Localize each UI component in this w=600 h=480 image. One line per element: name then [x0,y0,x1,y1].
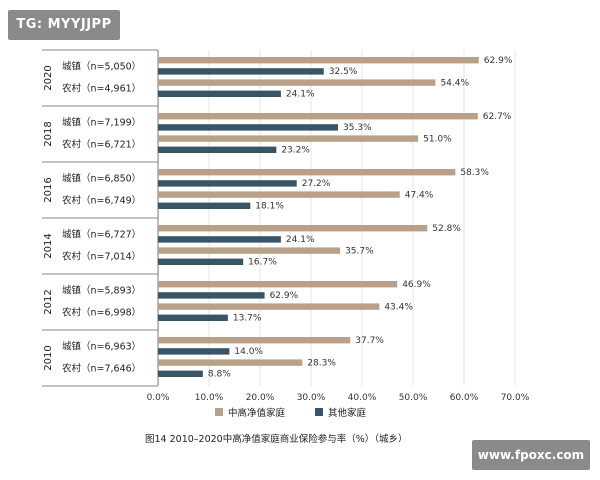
x-tick-label: 40.0% [348,393,377,403]
bar-value-label: 24.1% [286,90,315,100]
bar-other-families [158,124,339,131]
group-year-label: 2010 [43,345,54,370]
bar-value-label: 47.4% [405,190,434,200]
group-year-label: 2018 [43,121,54,146]
bar-value-label: 54.4% [440,78,469,88]
bar-other-families [158,370,203,377]
bar-other-families [158,146,277,153]
bar-value-label: 24.1% [286,235,315,245]
bar-value-label: 27.2% [302,179,331,189]
bar-high-net-worth [158,79,436,86]
row-label: 农村（n=7,014） [62,251,141,263]
bar-other-families [158,292,265,299]
bar-value-label: 62.9% [270,291,299,301]
bar-value-label: 13.7% [233,314,262,324]
row-label: 城镇（n=5,050） [62,60,141,72]
row-label: 城镇（n=6,850） [62,172,141,184]
bar-high-net-worth [158,303,380,310]
bar-value-label: 58.3% [460,168,489,178]
bar-value-label: 51.0% [423,134,452,144]
legend-label: 中高净值家庭 [228,407,286,419]
x-tick-label: 60.0% [450,393,479,403]
group-year-label: 2016 [43,177,54,202]
group-year-label: 2014 [43,233,54,258]
bar-high-net-worth [158,337,351,344]
bar-high-net-worth [158,135,419,142]
bar-other-families [158,90,281,97]
legend-swatch [315,408,323,416]
bar-value-label: 35.7% [345,246,374,256]
bar-high-net-worth [158,247,341,254]
bar-value-label: 52.8% [432,224,461,234]
row-label: 农村（n=6,721） [62,139,141,151]
watermark-top-left: TG: MYYJJPP [8,10,120,40]
bar-value-label: 8.8% [208,370,231,380]
legend-label: 其他家庭 [328,407,367,419]
bar-value-label: 14.0% [234,347,263,357]
bar-value-label: 23.2% [281,146,310,156]
bar-value-label: 18.1% [255,202,284,212]
bar-other-families [158,68,324,75]
bar-value-label: 35.3% [343,123,372,133]
row-label: 城镇（n=6,963） [62,340,141,352]
watermark-bottom-right: www.fpoxc.com [472,440,590,470]
bar-other-families [158,236,281,243]
bar-high-net-worth [158,169,456,176]
row-label: 城镇（n=5,893） [62,284,141,296]
legend-swatch [215,408,223,416]
chart-caption: 图14 2010–2020中高净值家庭商业保险参与率（%）（城乡） [145,433,408,445]
bar-other-families [158,314,228,321]
bar-value-label: 37.7% [355,336,384,346]
row-label: 农村（n=7,646） [62,363,141,375]
bar-other-families [158,348,230,355]
x-tick-label: 0.0% [147,393,170,403]
row-label: 农村（n=6,998） [62,307,141,319]
bar-high-net-worth [158,225,428,232]
group-year-label: 2020 [43,65,54,90]
bar-high-net-worth [158,359,303,366]
bar-value-label: 46.9% [402,280,431,290]
bar-other-families [158,180,297,187]
row-label: 农村（n=6,749） [62,195,141,207]
bar-high-net-worth [158,57,479,64]
bar-value-label: 62.7% [483,112,512,122]
row-label: 城镇（n=6,727） [62,228,141,240]
bar-value-label: 32.5% [329,67,358,77]
x-tick-label: 30.0% [297,393,326,403]
x-tick-label: 20.0% [246,393,275,403]
bar-value-label: 16.7% [248,258,277,268]
bar-high-net-worth [158,191,400,198]
row-label: 农村（n=4,961） [62,83,141,95]
bar-value-label: 43.4% [384,302,413,312]
x-tick-label: 10.0% [195,393,224,403]
x-tick-label: 70.0% [501,393,530,403]
x-tick-label: 50.0% [399,393,428,403]
bar-other-families [158,258,244,265]
bar-value-label: 28.3% [307,358,336,368]
group-year-label: 2012 [43,289,54,314]
row-label: 城镇（n=7,199） [62,116,141,128]
bar-other-families [158,202,251,209]
bar-high-net-worth [158,113,478,120]
bar-high-net-worth [158,281,398,288]
bar-value-label: 62.9% [484,56,513,66]
